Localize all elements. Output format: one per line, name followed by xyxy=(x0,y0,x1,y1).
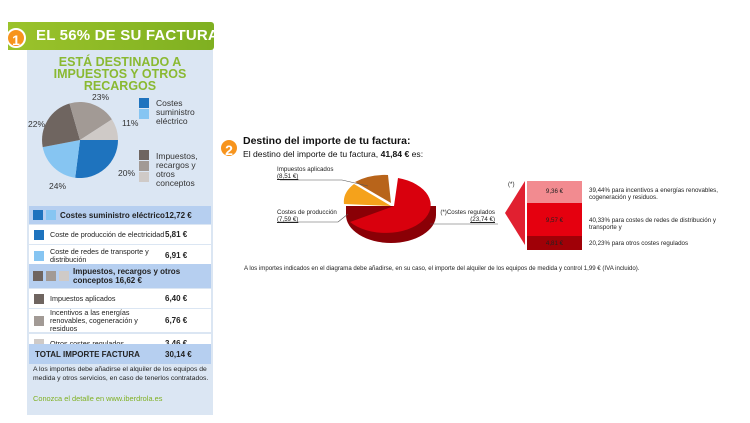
row-value: 6,76 € xyxy=(165,316,188,325)
breakdown-text: 39,44% para incentivos a energías renova… xyxy=(589,187,718,201)
legend-swatch xyxy=(59,271,69,281)
pointer-arrow xyxy=(505,181,525,245)
legend-swatch xyxy=(34,338,44,349)
table-row: Coste de producción de electricidad 5,81… xyxy=(29,225,211,245)
legend-swatch xyxy=(34,315,44,326)
destination-pie-chart xyxy=(343,174,436,243)
footnote: A los importes indicados en el diagrama … xyxy=(244,265,640,272)
row-label: Impuestos, recargos y otros conceptos 16… xyxy=(73,267,181,285)
row-value: 6,91 € xyxy=(165,251,188,260)
pie-slice-tax-dark xyxy=(42,103,80,148)
step-number-badge: 2 xyxy=(219,138,239,158)
breakdown-amount: 9,57 € xyxy=(545,217,564,224)
row-label: Incentivos a las energías renovables, co… xyxy=(50,307,138,333)
pie-slice-tax-light xyxy=(80,119,118,140)
subtitle-line: ESTÁ DESTINADO A xyxy=(58,55,182,69)
callout-value: (7,59 €) xyxy=(277,216,299,223)
pie-label: 24% xyxy=(49,181,67,191)
row-label: TOTAL IMPORTE FACTURA xyxy=(35,349,140,359)
legend-swatch xyxy=(139,161,149,171)
row-value: 12,72 € xyxy=(165,210,192,220)
legend-label-taxes: Impuestos, recargos y otros conceptos xyxy=(156,151,198,188)
pie-label: 22% xyxy=(28,119,46,129)
callout-lines xyxy=(278,179,498,225)
breakdown-amount: 4,81 € xyxy=(545,240,564,247)
breakdown-text: 40,33% para costes de redes de distribuc… xyxy=(589,217,716,231)
callout-regulados: (*)Costes regulados (23,74 €) xyxy=(440,209,495,223)
table-total-row: TOTAL IMPORTE FACTURA 30,14 € xyxy=(29,344,211,364)
legend-swatch xyxy=(139,98,149,108)
row-label: Impuestos aplicados xyxy=(50,293,116,303)
step-number-badge: 1 xyxy=(6,28,26,48)
breakdown-box-incentivos xyxy=(527,181,582,203)
panel-subtitle: ESTÁ DESTINADO A IMPUESTOS Y OTROS RECAR… xyxy=(30,55,210,93)
table-row: Incentivos a las energías renovables, co… xyxy=(29,307,211,333)
row-value: 3,46 € xyxy=(165,339,211,348)
banner xyxy=(8,22,214,50)
legend-swatch xyxy=(33,271,43,281)
subtitle-text: El destino del importe de tu factura, xyxy=(243,149,381,159)
table-row: Impuestos aplicados 6,40 € xyxy=(29,289,211,309)
callout-label: Impuestos aplicados xyxy=(277,166,334,173)
legend-label-supply: Costes suministro eléctrico xyxy=(156,98,195,126)
footnote: A los importes debe añadirse el alquiler… xyxy=(33,366,209,382)
callout-label: (*)Costes regulados xyxy=(440,209,495,216)
website-link[interactable]: Conozca el detalle en www.iberdrola.es xyxy=(33,394,163,403)
table-header-row: Costes suministro eléctrico 12,72 € xyxy=(29,206,211,224)
row-value: 6,40 € xyxy=(165,294,188,303)
legend-swatch xyxy=(34,229,44,240)
row-label: Otros costes regulados xyxy=(50,338,124,348)
breakdown-box-otros xyxy=(527,236,582,250)
row-label: Coste de redes de transporte y distribuc… xyxy=(50,246,149,264)
total-amount: 41,84 € xyxy=(380,149,410,159)
breakdown-amount: 9,36 € xyxy=(545,188,564,195)
section-title: Destino del importe de tu factura: xyxy=(243,135,411,147)
subtitle-text: es: xyxy=(409,149,424,159)
callout-produccion: Costes de producción (7,59 €) xyxy=(277,209,337,223)
row-value: 30,14 € xyxy=(165,349,192,359)
asterisk-mark: (*) xyxy=(508,181,515,188)
row-label: Coste de producción de electricidad xyxy=(50,229,165,239)
callout-value: (23,74 €) xyxy=(470,216,495,223)
banner-title: EL 56% DE SU FACTURA xyxy=(36,27,219,44)
row-value: 5,81 € xyxy=(165,230,188,239)
pie-slice-impuestos xyxy=(355,174,391,203)
callout-label: Costes de producción xyxy=(277,209,337,216)
legend-swatch xyxy=(46,271,56,281)
pie-slice-costes-produccion xyxy=(343,184,391,206)
legend-swatch xyxy=(33,210,43,220)
legend-swatch xyxy=(139,150,149,160)
breakdown-box-redes xyxy=(527,203,582,236)
legend-swatch xyxy=(34,293,44,304)
pie-label: 20% xyxy=(118,168,136,178)
section-subtitle: El destino del importe de tu factura, 41… xyxy=(243,149,423,159)
legend-swatch xyxy=(46,210,56,220)
pie-slice-supply-dark xyxy=(75,140,118,179)
row-label: Costes suministro eléctrico xyxy=(60,210,165,220)
subtitle-line: RECARGOS xyxy=(83,79,157,93)
pie-slice-tax-mid xyxy=(69,102,112,140)
legend-swatch xyxy=(139,109,149,119)
pie-slice-supply-light xyxy=(42,140,80,178)
breakdown-text: 20,23% para otros costes regulados xyxy=(589,240,689,247)
table-header-row: Impuestos, recargos y otros conceptos 16… xyxy=(29,264,211,288)
legend-swatch xyxy=(139,172,149,182)
subtitle-line: IMPUESTOS Y OTROS xyxy=(53,67,187,81)
legend-swatch xyxy=(34,250,44,261)
callout-value: (8,51 €) xyxy=(277,173,299,180)
callout-impuestos: Impuestos aplicados (8,51 €) xyxy=(277,166,333,180)
pie-label: 11% xyxy=(122,118,139,128)
pie-label: 23% xyxy=(92,92,110,102)
pie-slice-costes-regulados xyxy=(350,178,431,233)
cost-pie-chart xyxy=(42,102,118,179)
